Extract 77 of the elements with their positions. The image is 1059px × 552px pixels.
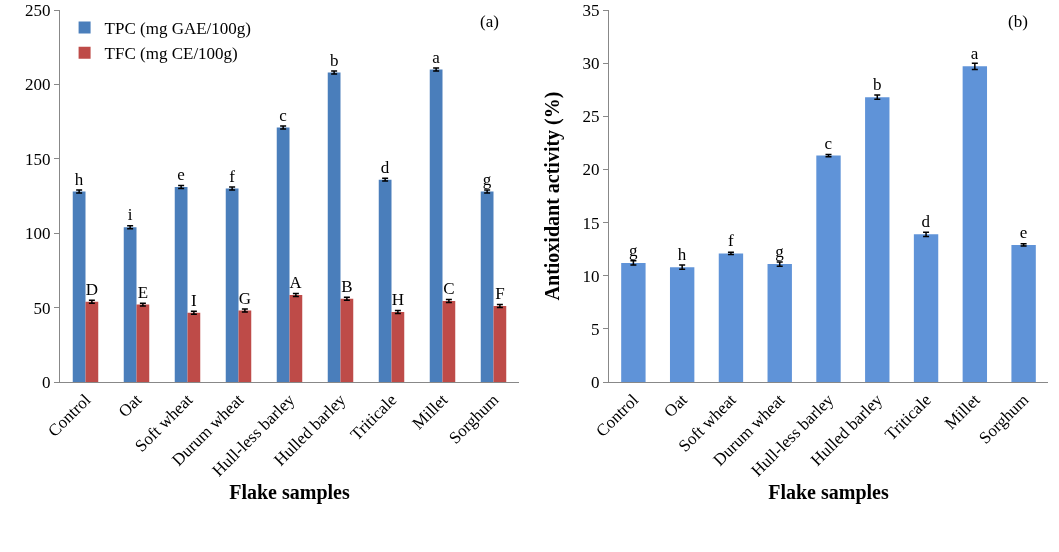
- bar: [480, 191, 494, 382]
- bar: [962, 66, 988, 382]
- x-axis-title: Flake samples: [768, 480, 889, 504]
- data-label: D: [85, 279, 99, 299]
- data-label: d: [921, 212, 931, 232]
- chart-title: (a): [480, 12, 499, 31]
- y-axis-title: Antioxidant activity (%): [541, 91, 564, 301]
- data-label: g: [482, 169, 492, 189]
- y-tick-label: 35: [582, 0, 600, 20]
- chart-title: (b): [1008, 12, 1028, 31]
- y-tick-label: 0: [591, 372, 600, 392]
- data-label: G: [238, 288, 252, 308]
- bar: [816, 155, 841, 382]
- data-label: b: [329, 50, 339, 70]
- data-label: c: [279, 105, 288, 125]
- bar: [429, 69, 443, 382]
- y-tick-label: 10: [582, 266, 600, 286]
- bar: [718, 253, 744, 382]
- data-label: b: [873, 75, 882, 95]
- bar: [669, 267, 695, 382]
- data-label: e: [177, 165, 185, 185]
- bar: [378, 179, 392, 382]
- y-tick-label: 200: [25, 75, 51, 95]
- bar: [123, 227, 137, 382]
- y-tick-label: 150: [25, 149, 51, 169]
- y-tick-label: 0: [42, 372, 51, 392]
- data-label: i: [127, 205, 133, 225]
- data-label: f: [229, 166, 236, 186]
- data-label: a: [970, 44, 979, 64]
- bar: [85, 301, 99, 382]
- data-label: g: [628, 240, 638, 260]
- data-label: F: [495, 284, 505, 304]
- bar: [276, 127, 290, 382]
- bar: [225, 188, 239, 382]
- data-label: h: [74, 169, 84, 189]
- bar: [72, 191, 86, 382]
- data-label: f: [727, 231, 734, 251]
- bar: [289, 294, 303, 382]
- y-tick-label: 15: [582, 213, 600, 233]
- data-label: E: [137, 282, 149, 302]
- data-label: e: [1019, 222, 1028, 242]
- data-label: H: [391, 290, 405, 310]
- bar: [391, 312, 405, 382]
- bar: [865, 97, 890, 382]
- x-tick-label: Oat: [660, 390, 692, 422]
- data-label: g: [775, 242, 785, 262]
- bar: [238, 310, 252, 382]
- y-tick-label: 25: [582, 107, 600, 127]
- bar: [442, 300, 456, 382]
- bar: [327, 72, 341, 382]
- data-label: I: [190, 290, 197, 310]
- data-label: h: [677, 245, 687, 265]
- bar: [174, 187, 188, 382]
- bar: [767, 264, 792, 382]
- bar: [621, 262, 646, 382]
- legend-label: TFC (mg CE/100g): [104, 44, 238, 64]
- data-label: C: [443, 278, 455, 298]
- x-tick-label: Oat: [114, 390, 146, 422]
- data-label: d: [380, 157, 390, 177]
- bar: [493, 306, 507, 382]
- y-tick-label: 30: [582, 54, 600, 74]
- bar: [187, 312, 201, 382]
- bar: [340, 298, 354, 382]
- bar: [913, 234, 939, 382]
- y-tick-label: 100: [25, 224, 51, 244]
- data-label: A: [289, 273, 302, 293]
- data-label: c: [824, 133, 833, 153]
- y-tick-label: 50: [33, 298, 51, 318]
- x-axis-title: Flake samples: [229, 480, 350, 504]
- bar: [1011, 244, 1036, 382]
- y-tick-label: 5: [591, 319, 600, 339]
- legend-label: TPC (mg GAE/100g): [104, 19, 251, 39]
- y-tick-label: 20: [582, 160, 600, 180]
- data-label: a: [432, 47, 441, 67]
- y-tick-label: 250: [25, 0, 51, 20]
- bar: [136, 304, 150, 382]
- data-label: B: [341, 276, 353, 296]
